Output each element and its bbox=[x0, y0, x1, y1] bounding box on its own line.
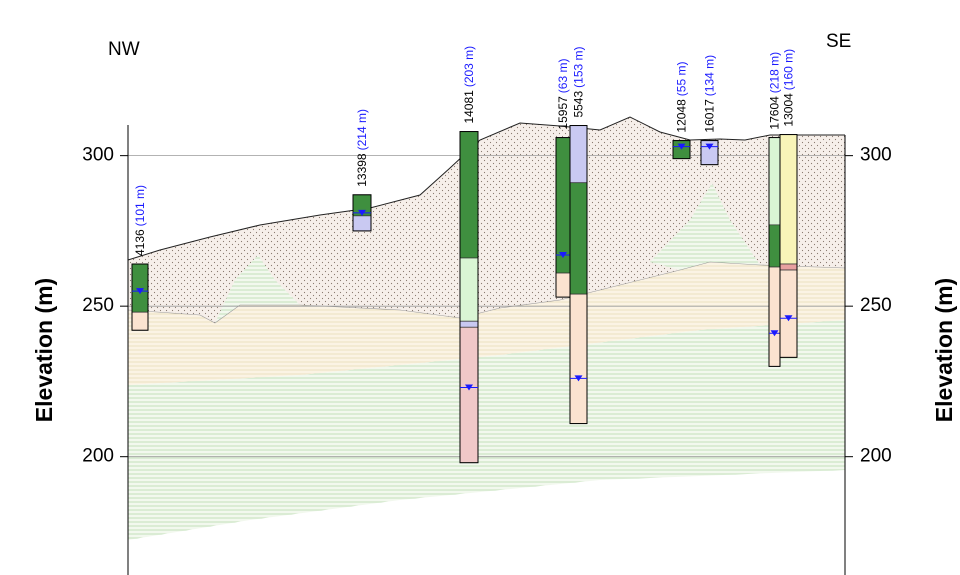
background-geology bbox=[128, 117, 845, 540]
well-layer bbox=[570, 126, 587, 183]
well-id: 13398 bbox=[355, 153, 369, 187]
well-layer bbox=[460, 132, 478, 258]
well-distance: (55 m) bbox=[675, 62, 689, 97]
well-layer bbox=[460, 258, 478, 321]
well-layer bbox=[780, 264, 797, 270]
well: 13398 (214 m) bbox=[353, 109, 371, 231]
well-layer bbox=[769, 138, 780, 225]
well-label: 13398 (214 m) bbox=[355, 109, 369, 187]
well-distance: (160 m) bbox=[782, 49, 796, 90]
well-label: 5543 (153 m) bbox=[572, 46, 586, 117]
well-label: 12048 (55 m) bbox=[675, 62, 689, 133]
well-layer bbox=[780, 270, 797, 357]
nw-label: NW bbox=[108, 39, 140, 60]
well-layer bbox=[769, 267, 780, 366]
y-tick-label-right: 300 bbox=[860, 145, 892, 166]
y-tick-label: 300 bbox=[82, 145, 114, 166]
well-distance: (218 m) bbox=[768, 52, 782, 93]
well-distance: (101 m) bbox=[133, 185, 147, 226]
y-tick-label-right: 200 bbox=[860, 446, 892, 467]
well-id: 5543 bbox=[572, 91, 586, 118]
well-id: 13004 bbox=[782, 93, 796, 127]
well-id: 14081 bbox=[462, 90, 476, 124]
well-id: 15957 bbox=[556, 96, 570, 130]
well: 12048 (55 m) bbox=[673, 62, 690, 159]
y-tick-label-right: 250 bbox=[860, 295, 892, 316]
well: 5543 (153 m) bbox=[570, 46, 587, 423]
well-layer bbox=[460, 327, 478, 462]
well-distance: (63 m) bbox=[556, 59, 570, 94]
y-tick-label: 200 bbox=[82, 446, 114, 467]
well-layer bbox=[132, 264, 148, 312]
well-distance: (153 m) bbox=[572, 46, 586, 87]
well-layer bbox=[132, 312, 148, 330]
well-layer bbox=[353, 216, 371, 231]
well-id: 12048 bbox=[675, 99, 689, 133]
well-label: 17604 (218 m) bbox=[768, 52, 782, 130]
well-layer bbox=[556, 273, 570, 297]
well-distance: (134 m) bbox=[703, 55, 717, 96]
se-label: SE bbox=[826, 31, 851, 52]
well-label: 13004 (160 m) bbox=[782, 49, 796, 127]
well-label: 16017 (134 m) bbox=[703, 55, 717, 133]
well: 16017 (134 m) bbox=[701, 55, 718, 165]
well-layer bbox=[780, 135, 797, 264]
well: 14081 (203 m) bbox=[460, 46, 478, 463]
y-axis-title-right: Elevation (m) bbox=[931, 278, 957, 422]
y-axis-title: Elevation (m) bbox=[31, 278, 57, 422]
well: 13004 (160 m) bbox=[780, 49, 797, 357]
well-layer bbox=[570, 294, 587, 423]
well-layer bbox=[570, 183, 587, 294]
well-id: 17604 bbox=[768, 96, 782, 130]
well-layer bbox=[673, 141, 690, 159]
well-label: 4136 (101 m) bbox=[133, 185, 147, 256]
well-id: 16017 bbox=[703, 99, 717, 133]
well-distance: (214 m) bbox=[355, 109, 369, 150]
cross-section: NW SE Elevation (m) Elevation (m) 4136 (1… bbox=[0, 0, 960, 575]
well-id: 4136 bbox=[133, 229, 147, 256]
well-layer bbox=[460, 321, 478, 327]
y-tick-label: 250 bbox=[82, 295, 114, 316]
well-label: 15957 (63 m) bbox=[556, 59, 570, 130]
well-label: 14081 (203 m) bbox=[462, 46, 476, 124]
well-layer bbox=[769, 225, 780, 267]
well: 15957 (63 m) bbox=[556, 59, 570, 298]
well-distance: (203 m) bbox=[462, 46, 476, 87]
